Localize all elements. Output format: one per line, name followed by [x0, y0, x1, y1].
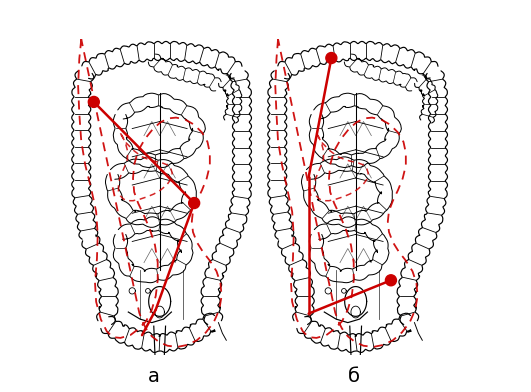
Text: б: б	[348, 367, 359, 386]
Circle shape	[326, 53, 337, 64]
Circle shape	[386, 275, 397, 286]
Circle shape	[189, 198, 200, 209]
Circle shape	[88, 96, 99, 107]
Text: а: а	[148, 367, 160, 386]
